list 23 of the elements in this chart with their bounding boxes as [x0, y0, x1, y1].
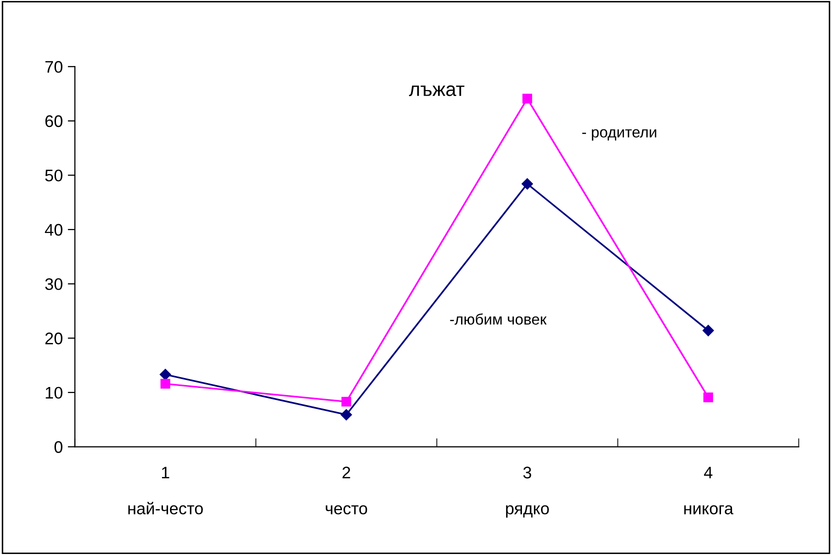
category-label: 2 често [326, 466, 368, 514]
y-tick-label: 40 [44, 224, 62, 236]
y-tick-label: 0 [54, 441, 62, 453]
series-label: - родители [582, 129, 656, 141]
point [522, 94, 532, 104]
y-tick-label: 50 [45, 170, 62, 182]
point [160, 378, 170, 389]
y-tick-label: 30 [45, 278, 62, 290]
y-tick-label: 10 [46, 386, 62, 399]
y-tick-label: 70 [45, 61, 62, 73]
series-label: -любим човек [450, 313, 547, 325]
text: лъжат [409, 85, 464, 96]
point [341, 396, 352, 407]
y-tick-label: 20 [45, 332, 62, 344]
point [703, 392, 714, 402]
category-label: 1 най-често [128, 466, 203, 514]
point [522, 178, 533, 190]
point [160, 368, 171, 380]
category-label: 4 никога [684, 466, 734, 514]
y-tick-label: 60 [45, 115, 62, 128]
category-label: 3 рядко [506, 466, 549, 518]
point [702, 324, 714, 336]
point [340, 409, 352, 420]
